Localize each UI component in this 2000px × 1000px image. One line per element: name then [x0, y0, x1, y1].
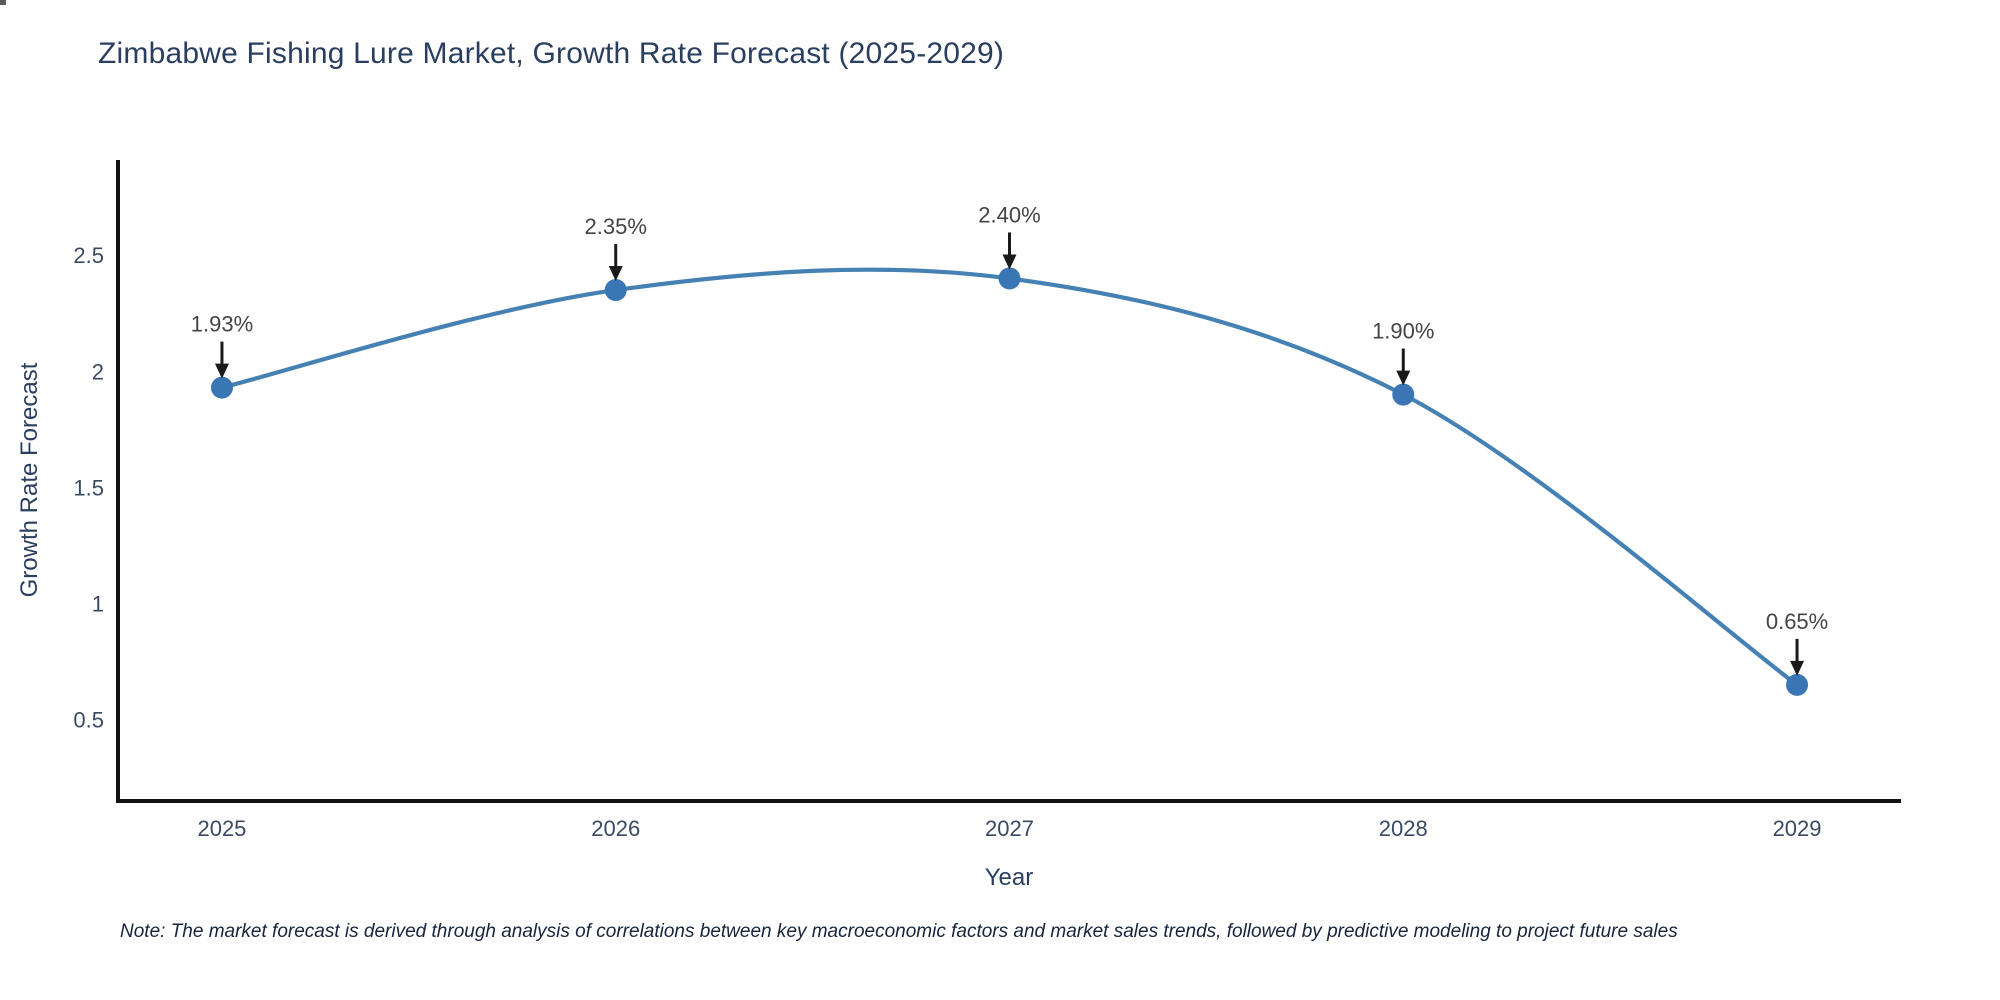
point-value-label: 0.65%: [1766, 609, 1828, 634]
corner-artifact: [0, 0, 6, 5]
data-point[interactable]: [998, 267, 1021, 290]
annotation-arrow-head: [1002, 254, 1017, 270]
annotation-arrow-head: [1396, 370, 1411, 386]
data-point[interactable]: [210, 376, 233, 399]
data-point[interactable]: [1392, 383, 1415, 406]
y-tick-label: 2: [92, 359, 104, 384]
data-point[interactable]: [604, 279, 627, 302]
y-tick-label: 1.5: [73, 475, 104, 500]
footnote: Note: The market forecast is derived thr…: [120, 921, 1678, 942]
x-tick-label: 2027: [985, 816, 1034, 841]
point-value-label: 2.40%: [978, 202, 1040, 227]
x-tick-label: 2029: [1773, 816, 1822, 841]
annotation-arrow-head: [214, 363, 229, 379]
y-tick-label: 0.5: [73, 708, 104, 733]
chart-title: Zimbabwe Fishing Lure Market, Growth Rat…: [98, 37, 1005, 70]
annotation-arrow-head: [608, 266, 623, 282]
y-tick-label: 2.5: [73, 243, 104, 268]
point-value-label: 1.90%: [1372, 319, 1434, 344]
x-axis-title: Year: [984, 864, 1034, 891]
x-tick-label: 2025: [197, 816, 246, 841]
annotation-arrow-head: [1790, 660, 1805, 676]
x-tick-label: 2026: [591, 816, 640, 841]
x-tick-label: 2028: [1379, 816, 1428, 841]
y-axis-title: Growth Rate Forecast: [16, 362, 43, 598]
point-value-label: 2.35%: [585, 214, 647, 239]
point-value-label: 1.93%: [191, 312, 253, 337]
forecast-line: [219, 267, 1800, 687]
y-tick-label: 1: [92, 592, 104, 617]
data-point[interactable]: [1786, 673, 1809, 696]
